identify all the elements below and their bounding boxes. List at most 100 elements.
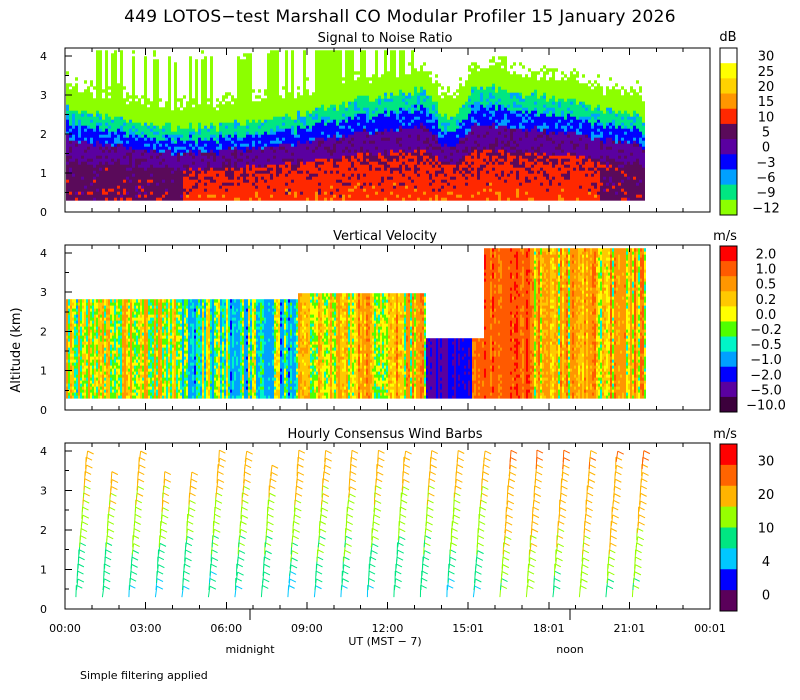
snr-cell bbox=[378, 122, 381, 126]
snr-cell bbox=[345, 113, 348, 117]
snr-cell bbox=[312, 134, 315, 138]
snr-cell bbox=[189, 83, 192, 87]
snr-cell bbox=[321, 53, 324, 57]
snr-cell bbox=[201, 104, 204, 108]
snr-cell bbox=[396, 89, 399, 93]
snr-cell bbox=[357, 116, 360, 120]
figure-title: 449 LOTOS−test Marshall CO Modular Profi… bbox=[124, 7, 676, 27]
snr-cell bbox=[309, 149, 312, 153]
snr-cell bbox=[354, 167, 357, 171]
snr-cell bbox=[258, 167, 261, 171]
snr-cell bbox=[252, 188, 255, 192]
snr-cell bbox=[405, 83, 408, 87]
snr-cell bbox=[99, 104, 102, 108]
snr-cell bbox=[144, 80, 147, 84]
snr-cell bbox=[111, 167, 114, 171]
snr-cell bbox=[243, 125, 246, 129]
snr-cell bbox=[387, 125, 390, 129]
snr-cell bbox=[288, 188, 291, 192]
snr-cell bbox=[228, 116, 231, 120]
snr-cell bbox=[135, 125, 138, 129]
snr-cell bbox=[333, 104, 336, 108]
snr-cell bbox=[243, 89, 246, 93]
snr-cell bbox=[141, 125, 144, 129]
snr-cell bbox=[132, 137, 135, 141]
snr-cell bbox=[336, 125, 339, 129]
snr-cell bbox=[183, 149, 186, 153]
snr-cell bbox=[294, 107, 297, 111]
snr-cell bbox=[135, 107, 138, 111]
snr-cell bbox=[90, 131, 93, 135]
snr-cell bbox=[387, 188, 390, 192]
snr-cell bbox=[315, 110, 318, 114]
snr-cell bbox=[258, 146, 261, 150]
snr-cell bbox=[228, 167, 231, 171]
snr-cell bbox=[231, 104, 234, 108]
snr-cell bbox=[345, 62, 348, 66]
snr-cell bbox=[243, 140, 246, 144]
snr-cell bbox=[417, 116, 420, 120]
snr-cell bbox=[249, 176, 252, 180]
snr-cell bbox=[363, 92, 366, 96]
snr-cell bbox=[399, 59, 402, 63]
snr-cell bbox=[99, 98, 102, 102]
snr-cell bbox=[378, 131, 381, 135]
snr-cell bbox=[402, 122, 405, 126]
snr-cell bbox=[138, 131, 141, 135]
snr-cell bbox=[222, 188, 225, 192]
snr-cell bbox=[228, 122, 231, 126]
snr-cell bbox=[360, 131, 363, 135]
snr-cell bbox=[414, 152, 417, 156]
snr-cell bbox=[111, 89, 114, 93]
snr-cell bbox=[132, 71, 135, 75]
snr-cell bbox=[222, 104, 225, 108]
snr-cell bbox=[168, 59, 171, 63]
snr-cell bbox=[102, 155, 105, 159]
snr-cell bbox=[72, 146, 75, 150]
snr-cell bbox=[381, 137, 384, 141]
snr-cell bbox=[387, 185, 390, 189]
snr-cell bbox=[105, 83, 108, 87]
snr-cell bbox=[405, 134, 408, 138]
snr-cell bbox=[267, 137, 270, 141]
snr-cell bbox=[348, 131, 351, 135]
snr-cell bbox=[90, 80, 93, 84]
snr-cell bbox=[297, 128, 300, 132]
snr-cell bbox=[180, 131, 183, 135]
snr-cell bbox=[399, 104, 402, 108]
snr-cell bbox=[129, 188, 132, 192]
snr-cell bbox=[267, 86, 270, 90]
snr-cell bbox=[96, 107, 99, 111]
snr-cell bbox=[267, 188, 270, 192]
snr-cell bbox=[339, 146, 342, 150]
snr-cell bbox=[108, 143, 111, 147]
snr-cell bbox=[357, 179, 360, 183]
snr-cell bbox=[318, 86, 321, 90]
snr-cell bbox=[333, 173, 336, 177]
snr-cell bbox=[180, 113, 183, 117]
snr-cell bbox=[123, 98, 126, 102]
snr-cell bbox=[279, 107, 282, 111]
snr-cell bbox=[102, 158, 105, 162]
snr-cell bbox=[210, 188, 213, 192]
snr-cell bbox=[417, 77, 420, 81]
snr-cell bbox=[321, 128, 324, 132]
snr-cell bbox=[348, 179, 351, 183]
snr-cell bbox=[219, 107, 222, 111]
snr-cell bbox=[141, 173, 144, 177]
snr-cell bbox=[381, 143, 384, 147]
snr-cell bbox=[117, 161, 120, 165]
snr-cell bbox=[180, 116, 183, 120]
snr-cell bbox=[414, 197, 417, 201]
snr-cell bbox=[183, 146, 186, 150]
snr-cell bbox=[237, 170, 240, 174]
snr-cell bbox=[306, 77, 309, 81]
snr-cell bbox=[312, 125, 315, 129]
snr-cell bbox=[405, 155, 408, 159]
snr-cell bbox=[84, 101, 87, 105]
snr-cell bbox=[330, 101, 333, 105]
snr-cell bbox=[201, 140, 204, 144]
snr-cell bbox=[363, 131, 366, 135]
snr-cell bbox=[174, 107, 177, 111]
snr-cell bbox=[213, 119, 216, 123]
